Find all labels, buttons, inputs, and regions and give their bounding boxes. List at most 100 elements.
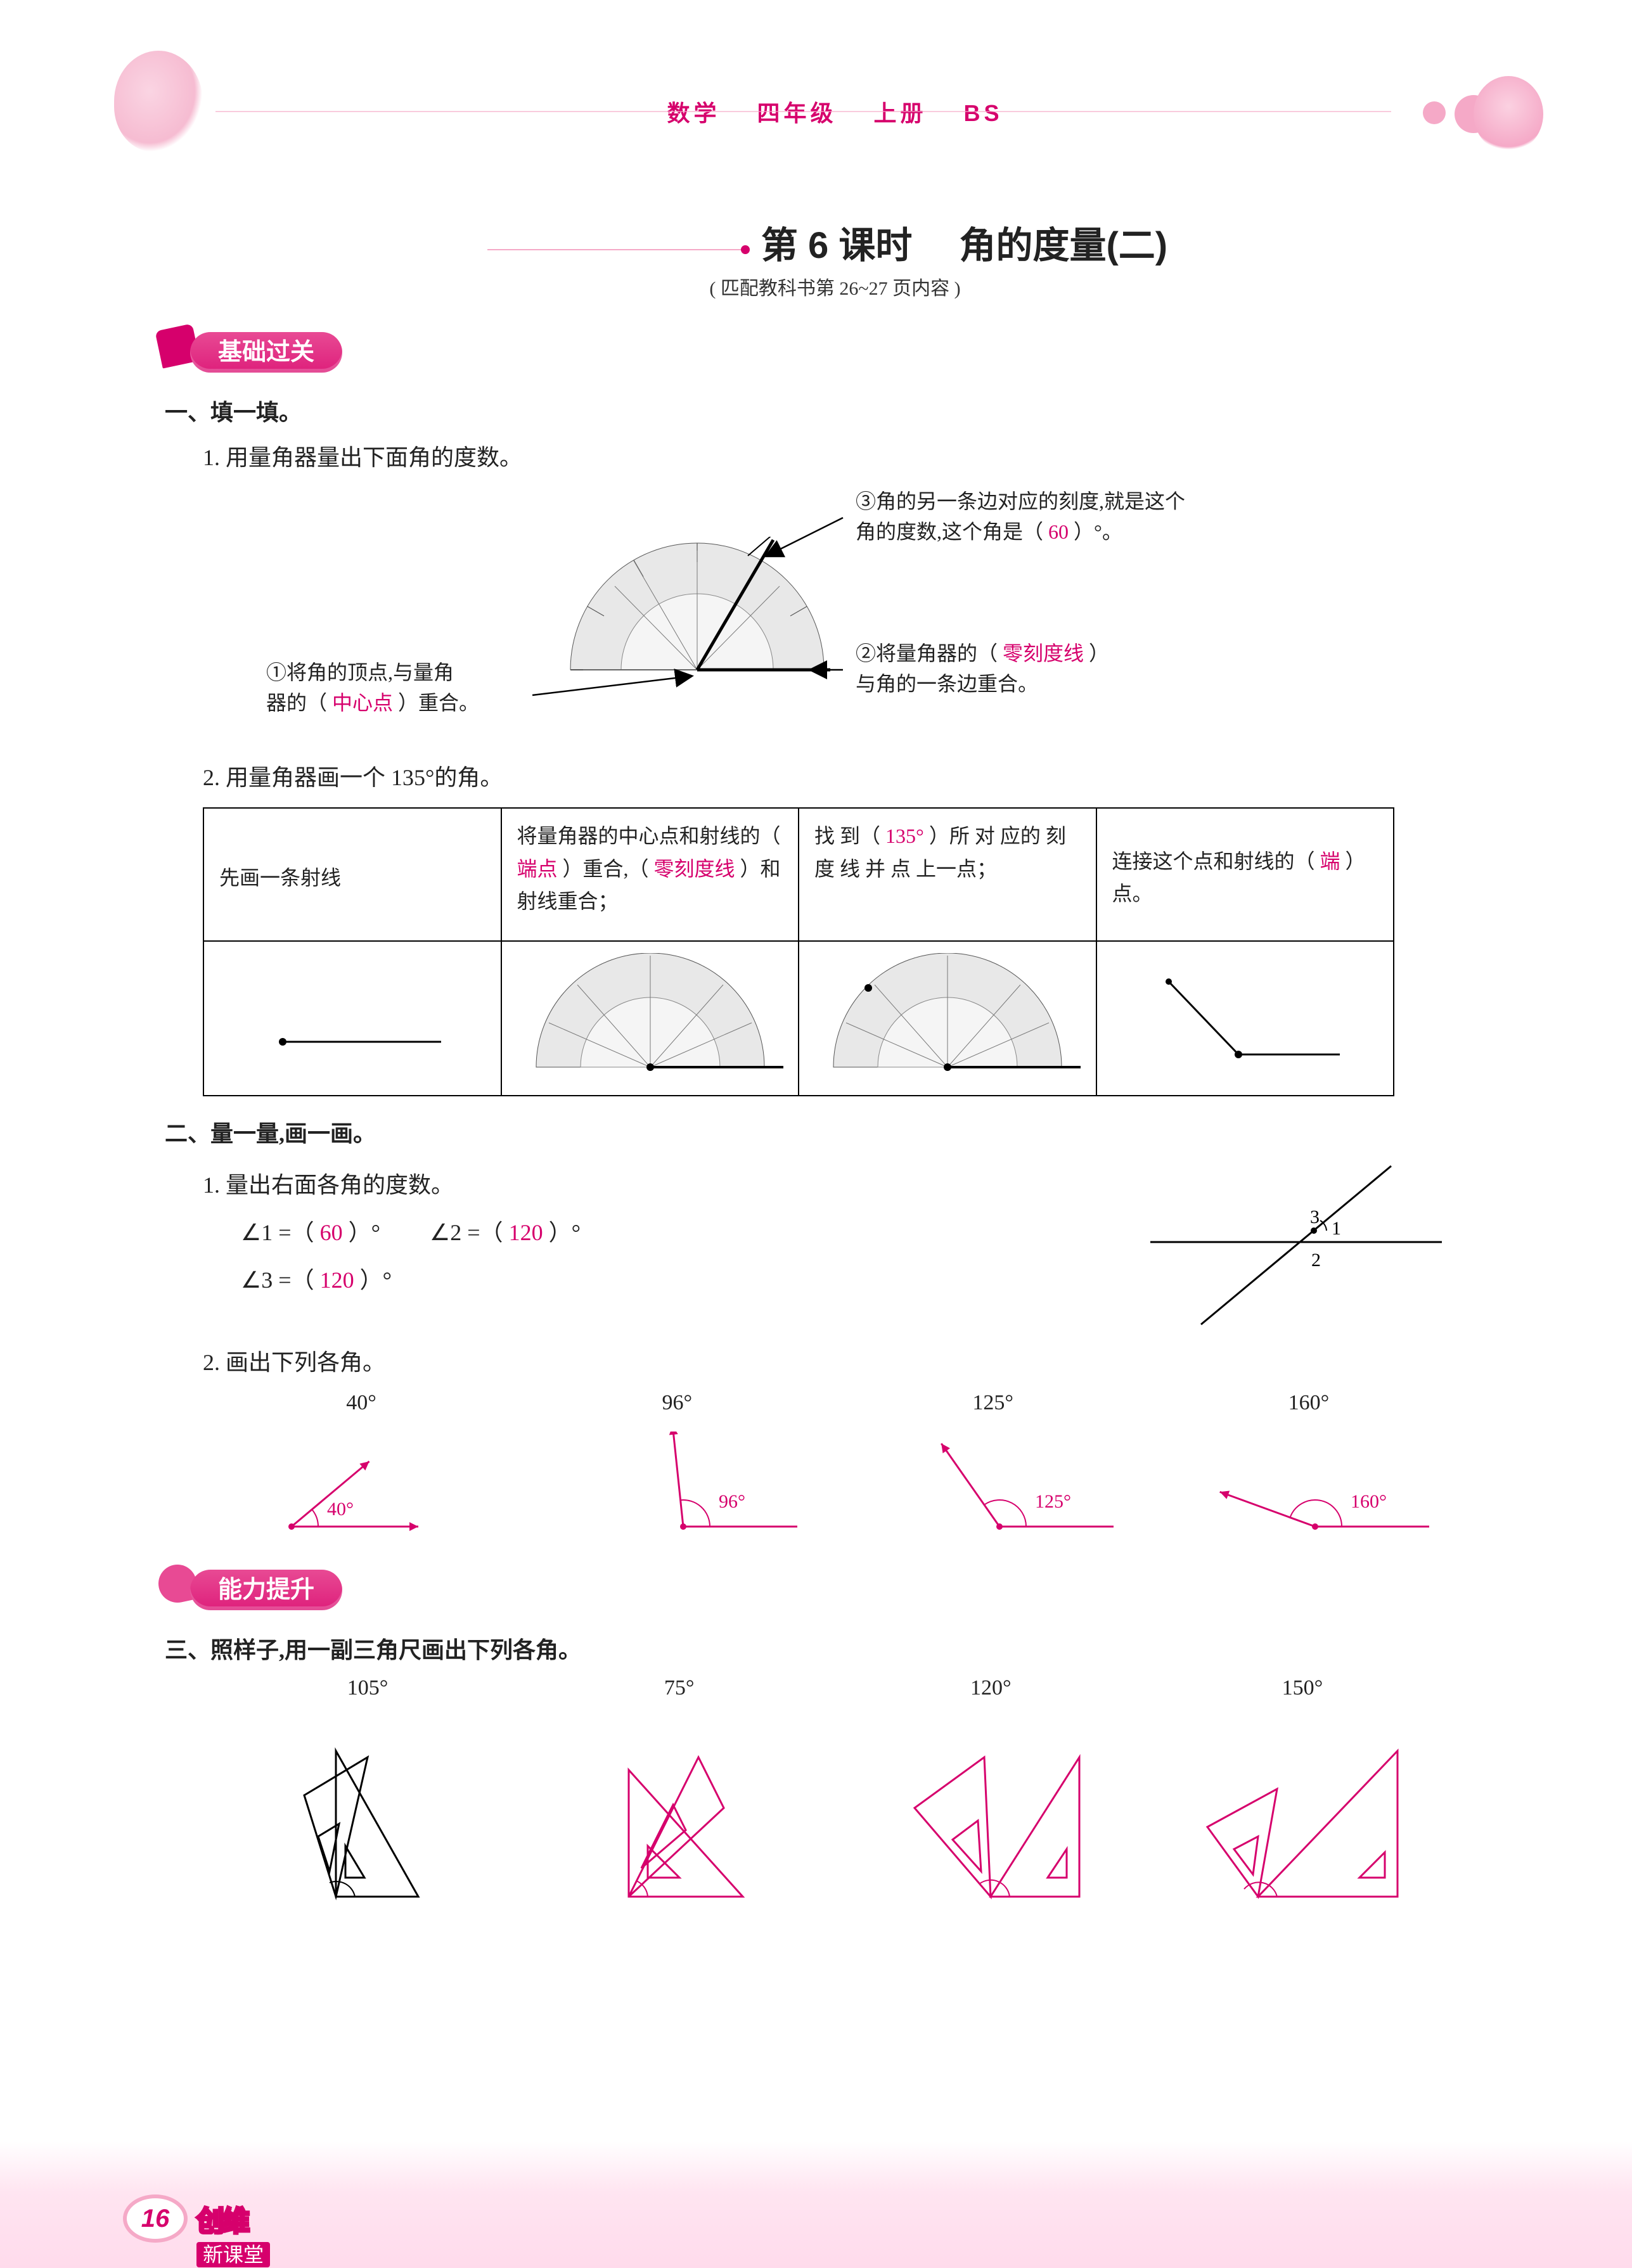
q3-a2-l: ∠2 =（ <box>430 1220 503 1245</box>
heading-3: 三、照样子,用一副三角尺画出下列各角。 <box>165 1632 1505 1665</box>
header-edition: BS <box>964 100 1003 126</box>
brand-top: 创维 <box>196 2206 247 2237</box>
svg-text:96°: 96° <box>719 1491 745 1512</box>
svg-text:160°: 160° <box>1351 1491 1387 1512</box>
page-footer: 16 创维 新课堂 <box>0 2141 1632 2268</box>
q3-row2: ∠3 =（ 120 ）° <box>241 1261 1125 1300</box>
q1-callout-3: ③角的另一条边对应的刻度,就是这个 角的度数,这个角是（ 60 ）°。 <box>856 486 1185 547</box>
q2-c2-p0: 找 到（ <box>814 824 880 847</box>
q1-c3-ans: 60 <box>1048 520 1069 543</box>
q1-stem: 1. 用量角器量出下面角的度数。 <box>203 439 1505 477</box>
q2-cell-0: 先画一条射线 <box>203 808 501 941</box>
lesson-title-row: 第 6 课时 角的度量(二) <box>165 203 1505 272</box>
title-deco-left <box>487 249 741 250</box>
angle-drawing: 125° 125° <box>873 1391 1114 1544</box>
setsquare-drawing: 120° <box>877 1676 1105 1921</box>
q1-figure: ③角的另一条边对应的刻度,就是这个 角的度数,这个角是（ 60 ）°。 ②将量角… <box>203 486 1505 752</box>
q2-img-2 <box>799 941 1096 1095</box>
svg-text:2: 2 <box>1311 1250 1321 1271</box>
q3-row1: ∠1 =（ 60 ）° ∠2 =（ 120 ）° <box>241 1214 1125 1252</box>
q5-row: 105° 75° 120° 150 <box>254 1676 1417 1921</box>
page-number: 16 <box>127 2198 184 2239</box>
q2-cell-3: 连接这个点和射线的（ 端 ）点。 <box>1096 808 1394 941</box>
q4-row: 40° 40° 96° 96° 125° 125° 160° <box>241 1391 1429 1544</box>
q2-table: 先画一条射线 将量角器的中心点和射线的（ 端点 ）重合,（ 零刻度线 ）和射线重… <box>203 807 1394 1096</box>
header-title: 数学 四年级 上册 BS <box>165 76 1505 128</box>
q2-c1-p1: 端点 <box>517 857 558 880</box>
header-volume: 上册 <box>874 100 927 126</box>
setsquare-label: 120° <box>877 1676 1105 1700</box>
section-b-label: 能力提升 <box>190 1570 342 1610</box>
q1-c2-b: ） <box>1089 642 1109 665</box>
angle-drawing: 96° 96° <box>556 1391 797 1544</box>
header-rule <box>215 111 1391 112</box>
setsquare-drawing: 75° <box>565 1676 794 1921</box>
section-a-badge: 基础过关 <box>165 332 1505 376</box>
q1-callout-2: ②将量角器的（ 零刻度线 ） 与角的一条边重合。 <box>856 638 1109 699</box>
setsquare-drawing: 105° <box>254 1676 482 1921</box>
q1-c2-ans: 零刻度线 <box>1003 642 1084 665</box>
q1-c1-b: 器的（ <box>266 691 327 714</box>
mascot-left-icon <box>114 51 203 152</box>
q2-c2-p1: 135° <box>885 824 924 847</box>
q3-a1-a: 60 <box>320 1220 343 1245</box>
angle-label: 40° <box>241 1391 482 1415</box>
protractor-step2-icon <box>517 953 783 1080</box>
protractor-step3-icon <box>814 953 1081 1080</box>
q2-stem: 2. 用量角器画一个 135°的角。 <box>203 759 1505 797</box>
setsquare-label: 105° <box>254 1676 482 1700</box>
q3-a1-r: ）° <box>349 1220 380 1245</box>
q1-c1-c: ）重合。 <box>398 691 479 714</box>
svg-text:1: 1 <box>1332 1218 1341 1239</box>
q2-c3-p1: 端 <box>1320 850 1340 873</box>
setsquare-svg <box>254 1713 482 1921</box>
heading-2: 二、量一量,画一画。 <box>165 1115 1505 1148</box>
q2-img-1 <box>501 941 799 1095</box>
q3-a3-r: ）° <box>360 1267 392 1293</box>
svg-text:125°: 125° <box>1035 1491 1071 1512</box>
page: 数学 四年级 上册 BS 第 6 课时 角的度量(二) ( 匹配教科书第 26~… <box>0 0 1632 1921</box>
q3-figure: 3 1 2 <box>1125 1160 1455 1337</box>
q2-c1-p0: 将量角器的中心点和射线的（ <box>517 824 781 847</box>
setsquare-label: 150° <box>1188 1676 1417 1700</box>
svg-text:40°: 40° <box>327 1499 354 1520</box>
q1-c2-a: ②将量角器的（ <box>856 642 998 665</box>
mascot-right-icon <box>1417 76 1543 165</box>
q3-a3-l: ∠3 =（ <box>241 1267 314 1293</box>
q1-c3-a: ③角的另一条边对应的刻度,就是这个 <box>856 486 1185 516</box>
angle-label: 96° <box>556 1391 797 1415</box>
angle-label: 125° <box>873 1391 1114 1415</box>
angle-label: 160° <box>1188 1391 1429 1415</box>
q1-c3-c: ）°。 <box>1074 520 1122 543</box>
q3-a2-r: ）° <box>549 1220 581 1245</box>
q3-a2-a: 120 <box>509 1220 543 1245</box>
setsquare-svg <box>565 1713 794 1921</box>
q2-c1-p3: 零刻度线 <box>654 857 735 880</box>
section-b-badge: 能力提升 <box>165 1570 1505 1614</box>
q1-callout-1: ①将角的顶点,与量角 器的（ 中心点 ）重合。 <box>266 657 479 718</box>
setsquare-label: 75° <box>565 1676 794 1700</box>
q3-a1-l: ∠1 =（ <box>241 1220 314 1245</box>
ray-icon <box>251 978 454 1054</box>
q2-img-0 <box>203 941 501 1095</box>
header-subject: 数学 <box>667 100 720 126</box>
q4-stem: 2. 画出下列各角。 <box>203 1343 1505 1382</box>
brand-bottom: 新课堂 <box>196 2242 270 2267</box>
q2-c3-p0: 连接这个点和射线的（ <box>1112 850 1315 873</box>
q3-stem: 1. 量出右面各角的度数。 <box>203 1166 1125 1205</box>
header-grade: 四年级 <box>757 100 837 126</box>
q3-a3-a: 120 <box>320 1267 354 1293</box>
q1-c2-c: 与角的一条边重合。 <box>856 669 1109 699</box>
angle-drawing: 160° 160° <box>1188 1391 1429 1544</box>
setsquare-svg <box>877 1713 1105 1921</box>
svg-text:3: 3 <box>1310 1207 1320 1227</box>
q1-c1-ans: 中心点 <box>332 691 393 714</box>
q2-img-3 <box>1096 941 1394 1095</box>
section-a-label: 基础过关 <box>190 332 342 373</box>
q2-c1-p2: ）重合,（ <box>563 857 649 880</box>
q2-cell-2: 找 到（ 135° ）所 对 应的 刻 度 线 并 点 上一点； <box>799 808 1096 941</box>
lesson-match: ( 匹配教科书第 26~27 页内容 ) <box>165 272 1505 300</box>
angle-135-icon <box>1143 959 1346 1073</box>
q1-c3-b: 角的度数,这个角是（ <box>856 520 1043 543</box>
angle-drawing: 40° 40° <box>241 1391 482 1544</box>
